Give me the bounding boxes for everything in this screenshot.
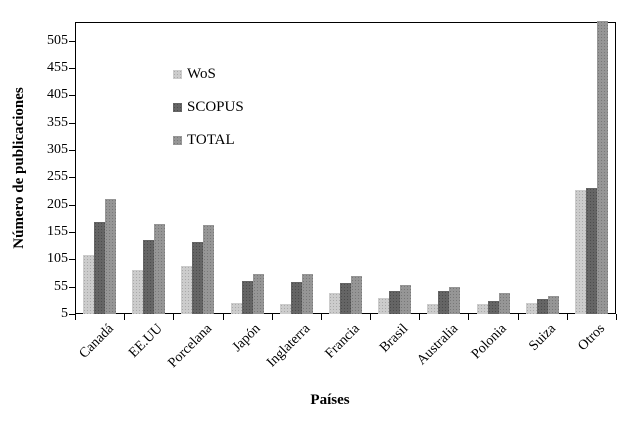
bar-wos-Otros xyxy=(575,190,586,314)
bar-scopus-Brasil xyxy=(389,291,400,314)
bar-scopus-Porcelana xyxy=(192,242,203,314)
y-tick-label: 155 xyxy=(47,224,68,239)
y-axis-tick xyxy=(69,287,75,288)
legend-label: TOTAL xyxy=(187,131,235,148)
legend-swatch-wos xyxy=(173,69,182,79)
bar-total-Francia xyxy=(351,276,362,314)
x-axis-tick xyxy=(616,314,617,320)
bar-total-Polonia xyxy=(499,293,510,314)
legend-label: SCOPUS xyxy=(187,98,244,115)
bar-wos-Australia xyxy=(427,304,438,314)
x-axis-tick xyxy=(75,314,76,320)
y-tick-label: 205 xyxy=(47,197,68,212)
y-axis-tick xyxy=(69,95,75,96)
y-tick-label: 255 xyxy=(47,169,68,184)
y-tick-label: 455 xyxy=(47,60,68,75)
legend-item: WoS xyxy=(173,65,244,82)
y-tick-label: 5 xyxy=(61,306,68,321)
bar-scopus-Francia xyxy=(340,283,351,314)
y-axis-tick xyxy=(69,205,75,206)
x-category-label: Canadá xyxy=(76,321,117,362)
x-category-label: Suiza xyxy=(526,321,560,354)
y-tick-label: 305 xyxy=(47,142,68,157)
x-axis-tick xyxy=(468,314,469,320)
legend: WoS SCOPUS TOTAL xyxy=(173,65,244,166)
x-axis-tick xyxy=(370,314,371,320)
bar-scopus-EE.UU xyxy=(143,240,154,314)
y-axis-tick xyxy=(69,150,75,151)
x-category-label: Porcelana xyxy=(165,321,215,371)
bar-scopus-Japón xyxy=(242,281,253,314)
bar-total-EE.UU xyxy=(154,224,165,314)
x-category-label: Francia xyxy=(322,321,363,362)
bar-total-Inglaterra xyxy=(302,274,313,314)
x-axis-tick xyxy=(321,314,322,320)
x-category-label: EE.UU xyxy=(126,321,166,361)
y-axis-tick xyxy=(69,177,75,178)
legend-swatch-total xyxy=(173,135,182,145)
y-axis-tick xyxy=(69,123,75,124)
bar-scopus-Suiza xyxy=(537,299,548,314)
bar-wos-Japón xyxy=(231,303,242,314)
x-category-label: Australia xyxy=(413,321,461,369)
y-tick-label: 405 xyxy=(47,87,68,102)
y-axis-tick xyxy=(69,259,75,260)
bar-wos-Porcelana xyxy=(181,266,192,314)
bar-wos-Inglaterra xyxy=(280,304,291,314)
bar-total-Porcelana xyxy=(203,225,214,314)
bar-scopus-Otros xyxy=(586,188,597,314)
x-category-label: Otros xyxy=(575,321,609,354)
legend-item: SCOPUS xyxy=(173,98,244,115)
bar-scopus-Australia xyxy=(438,291,449,314)
y-axis-title: Número de publicaciones xyxy=(11,87,27,249)
x-axis-tick xyxy=(272,314,273,320)
x-axis-tick xyxy=(419,314,420,320)
bar-scopus-Polonia xyxy=(488,301,499,314)
y-tick-label: 355 xyxy=(47,115,68,130)
bar-total-Otros xyxy=(597,21,608,314)
y-axis-tick xyxy=(69,41,75,42)
bar-total-Canadá xyxy=(105,199,116,314)
bar-wos-Suiza xyxy=(526,303,537,314)
y-tick-label: 55 xyxy=(54,279,68,294)
legend-item: TOTAL xyxy=(173,131,244,148)
bar-wos-Francia xyxy=(329,293,340,314)
bar-total-Japón xyxy=(253,274,264,314)
bar-wos-Brasil xyxy=(378,298,389,314)
bar-scopus-Canadá xyxy=(94,222,105,314)
x-category-label: Brasil xyxy=(377,321,412,356)
y-tick-label: 105 xyxy=(47,251,68,266)
x-axis-tick xyxy=(124,314,125,320)
x-category-label: Polonia xyxy=(469,321,510,363)
y-axis-tick xyxy=(69,68,75,69)
x-category-label: Japón xyxy=(230,321,265,356)
bar-wos-Polonia xyxy=(477,304,488,314)
y-axis-tick xyxy=(69,314,75,315)
plot-area: WoS SCOPUS TOTAL xyxy=(75,22,616,314)
bar-wos-EE.UU xyxy=(132,270,143,314)
x-axis-tick xyxy=(173,314,174,320)
x-axis-title: Países xyxy=(310,392,350,408)
x-axis-tick xyxy=(223,314,224,320)
bar-total-Brasil xyxy=(400,285,411,314)
y-axis-tick xyxy=(69,232,75,233)
bar-total-Suiza xyxy=(548,296,559,314)
bar-total-Australia xyxy=(449,287,460,314)
legend-label: WoS xyxy=(187,65,216,82)
legend-swatch-scopus xyxy=(173,102,182,112)
bar-scopus-Inglaterra xyxy=(291,282,302,314)
x-axis-tick xyxy=(567,314,568,320)
bar-wos-Canadá xyxy=(83,255,94,314)
x-category-label: Inglaterra xyxy=(264,321,314,371)
y-tick-label: 505 xyxy=(47,33,68,48)
x-axis-tick xyxy=(518,314,519,320)
